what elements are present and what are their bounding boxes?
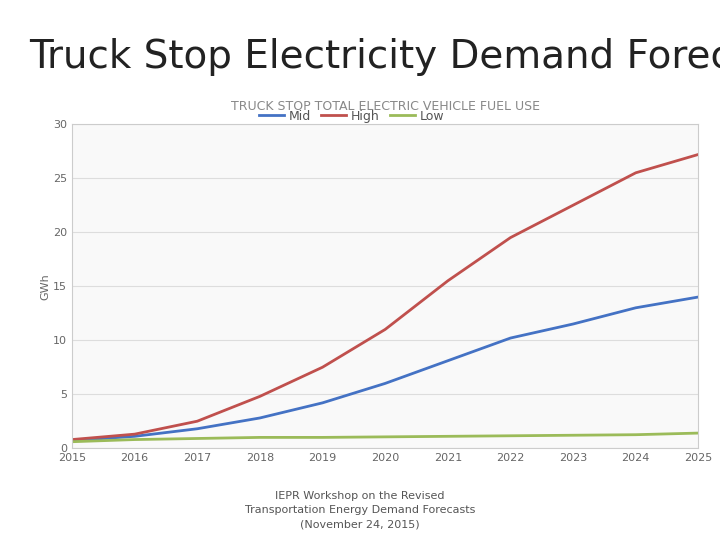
High: [256, 393, 264, 400]
Line: Mid: Mid: [72, 297, 698, 441]
Low: [68, 438, 76, 445]
Low: [444, 433, 452, 440]
Legend: Mid, High, Low: Mid, High, Low: [253, 105, 449, 127]
Low: [506, 433, 515, 439]
Mid: [569, 321, 577, 327]
Mid: [506, 335, 515, 341]
Low: [694, 430, 703, 436]
Text: IEPR Workshop on the Revised
Transportation Energy Demand Forecasts
(November 24: IEPR Workshop on the Revised Transportat…: [245, 491, 475, 529]
Low: [569, 432, 577, 438]
High: [506, 234, 515, 241]
High: [130, 431, 139, 437]
High: [694, 151, 703, 158]
Low: [256, 434, 264, 441]
Line: High: High: [72, 154, 698, 440]
High: [631, 170, 640, 176]
Mid: [381, 380, 390, 387]
Mid: [68, 437, 76, 444]
High: [193, 418, 202, 424]
High: [444, 278, 452, 284]
Mid: [631, 305, 640, 311]
Mid: [444, 357, 452, 364]
Line: Low: Low: [72, 433, 698, 442]
Mid: [193, 426, 202, 432]
Mid: [694, 294, 703, 300]
Low: [318, 434, 327, 441]
Mid: [318, 400, 327, 406]
Mid: [130, 433, 139, 440]
Y-axis label: GWh: GWh: [40, 273, 50, 300]
Text: Truck Stop Electricity Demand Forecast: Truck Stop Electricity Demand Forecast: [29, 38, 720, 76]
Mid: [256, 415, 264, 421]
Low: [193, 435, 202, 442]
Low: [381, 434, 390, 440]
High: [318, 364, 327, 370]
Low: [631, 431, 640, 438]
High: [381, 326, 390, 333]
Low: [130, 436, 139, 443]
High: [569, 202, 577, 208]
Title: TRUCK STOP TOTAL ELECTRIC VEHICLE FUEL USE: TRUCK STOP TOTAL ELECTRIC VEHICLE FUEL U…: [230, 100, 540, 113]
High: [68, 436, 76, 443]
